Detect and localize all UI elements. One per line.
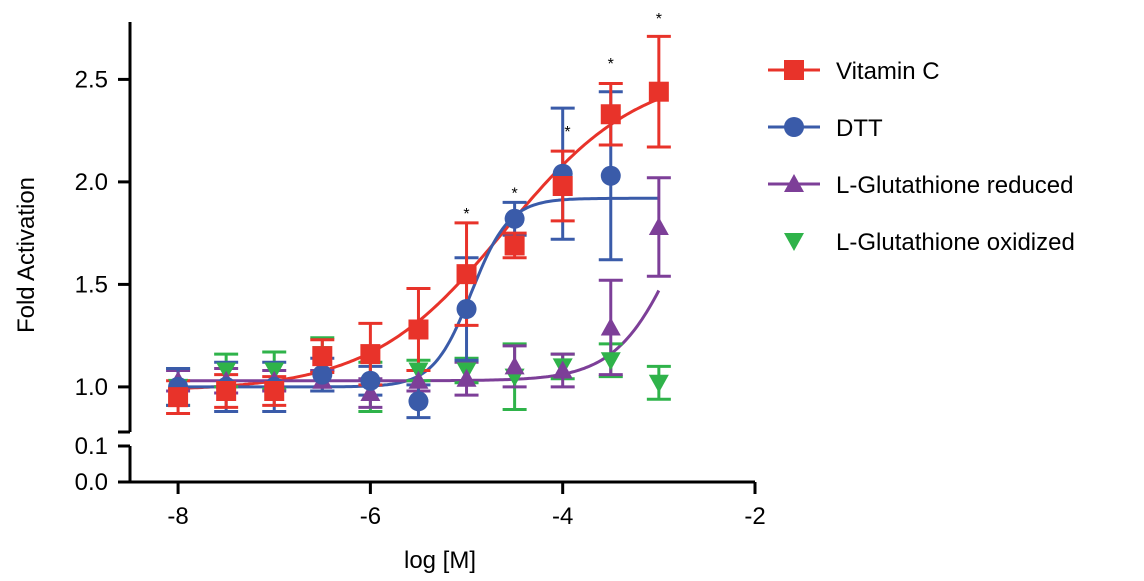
- y-tick-label: 0.0: [75, 469, 108, 496]
- marker-triangle-up: [784, 174, 804, 192]
- error-bars: [166, 34, 671, 420]
- significance-star: *: [656, 11, 662, 28]
- marker-square: [216, 381, 237, 401]
- x-tick-label: -6: [360, 503, 381, 530]
- marker-triangle-up: [552, 360, 573, 379]
- marker-circle: [312, 364, 333, 385]
- legend-label: L-Glutathione oxidized: [836, 229, 1075, 256]
- marker-circle: [504, 208, 525, 229]
- axes: 1.0 1.5 2.0 2.5 0.0 0.1 -8 -6 -4 -2: [75, 22, 766, 530]
- marker-circle: [456, 299, 477, 319]
- marker-triangle-down: [784, 233, 804, 251]
- legend: Vitamin C DTT L-Glutathione reduced L-Gluta…: [768, 58, 1075, 256]
- significance-star: *: [608, 56, 614, 73]
- data-markers: [168, 81, 669, 412]
- significance-annotations: * * * * *: [463, 11, 662, 223]
- significance-star: *: [564, 124, 570, 141]
- x-tick-label: -2: [744, 503, 765, 530]
- marker-square: [408, 319, 429, 340]
- marker-square: [312, 346, 333, 367]
- marker-square: [360, 344, 381, 365]
- legend-item: L-Glutathione reduced: [768, 172, 1074, 199]
- marker-square: [168, 387, 189, 408]
- y-tick-label: 1.5: [75, 271, 108, 298]
- legend-label: DTT: [836, 115, 883, 142]
- marker-circle: [408, 391, 429, 412]
- legend-label: L-Glutathione reduced: [836, 172, 1074, 199]
- legend-item: L-Glutathione oxidized: [784, 229, 1075, 256]
- y-tick-label: 1.0: [75, 374, 108, 401]
- y-tick-label: 0.1: [75, 433, 108, 460]
- marker-triangle-up: [456, 368, 477, 387]
- marker-square: [264, 381, 285, 401]
- x-tick-label: -4: [552, 503, 573, 530]
- significance-star: *: [463, 206, 469, 223]
- legend-label: Vitamin C: [836, 58, 940, 85]
- marker-triangle-up: [504, 356, 525, 375]
- marker-circle: [784, 117, 804, 137]
- marker-square: [600, 104, 621, 125]
- marker-square: [648, 81, 669, 102]
- marker-triangle-down: [600, 352, 621, 371]
- marker-square: [504, 235, 525, 256]
- x-tick-label: -8: [167, 503, 188, 530]
- marker-square: [456, 264, 477, 285]
- legend-item: Vitamin C: [768, 58, 940, 85]
- marker-circle: [600, 165, 621, 186]
- marker-triangle-up: [600, 317, 621, 336]
- x-axis-title: log [M]: [404, 547, 476, 574]
- y-tick-label: 2.0: [75, 169, 108, 196]
- y-tick-label: 2.5: [75, 66, 108, 93]
- marker-triangle-up: [408, 370, 429, 389]
- marker-triangle-down: [648, 374, 669, 393]
- y-axis-title: Fold Activation: [13, 177, 40, 333]
- marker-triangle-up: [360, 383, 381, 402]
- legend-item: DTT: [768, 115, 883, 142]
- marker-triangle-up: [648, 217, 669, 235]
- significance-star: *: [511, 185, 517, 202]
- marker-square: [784, 60, 804, 80]
- marker-square: [552, 176, 573, 196]
- marker-circle: [360, 370, 381, 391]
